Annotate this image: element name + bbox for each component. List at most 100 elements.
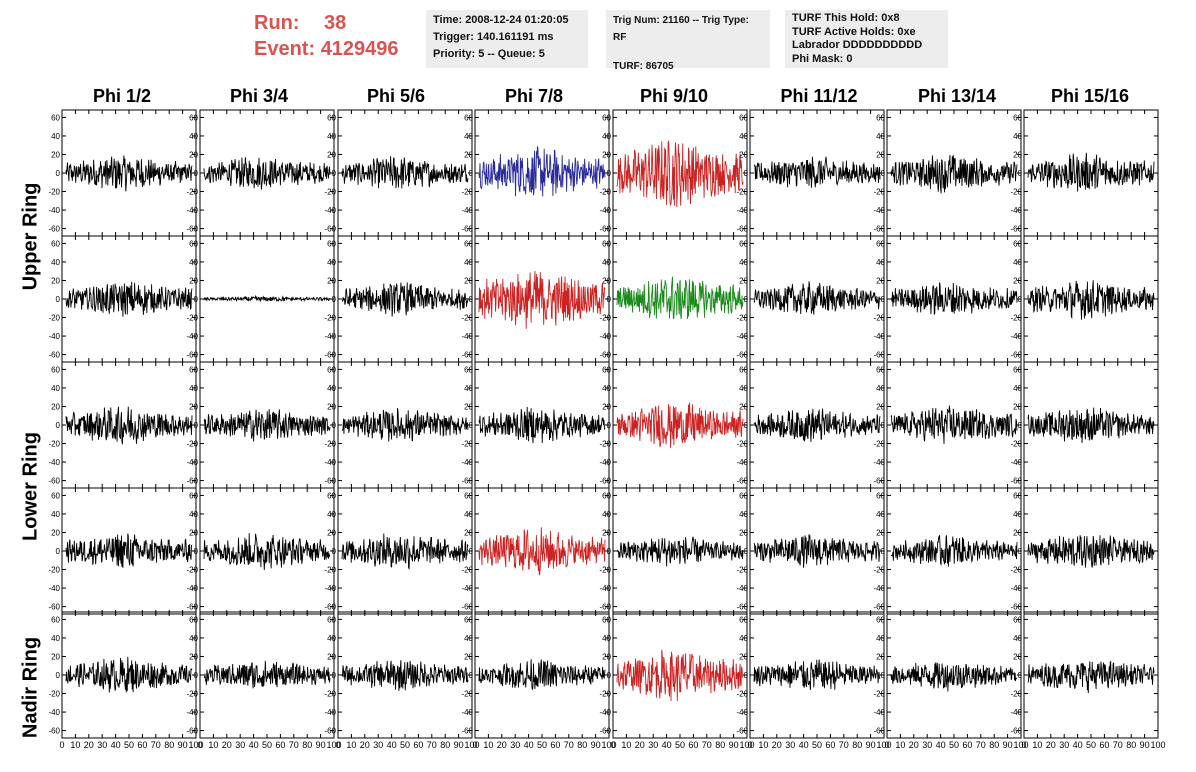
waveform-panel-r0-c0: 60 40 20 0 -20 -40 -60	[48, 109, 197, 237]
y-tick-label: 40	[51, 384, 60, 393]
trigger-text: Trigger: 140.161191 ms	[433, 31, 554, 43]
y-tick-label: -40	[461, 332, 473, 341]
y-tick-label: 20	[1013, 528, 1022, 537]
turf-active-text: TURF Active Holds: 0xe	[792, 25, 916, 38]
y-tick-label: -40	[324, 206, 336, 215]
y-tick-label: 0	[194, 295, 199, 304]
x-tick-label: 40	[111, 740, 121, 750]
y-tick-label: 20	[602, 402, 611, 411]
y-tick-label: 0	[881, 169, 886, 178]
y-tick-label: -20	[324, 188, 336, 197]
y-tick-label: 40	[51, 132, 60, 141]
y-tick-label: 20	[1013, 276, 1022, 285]
x-tick-label: 100	[739, 740, 754, 750]
y-tick-label: 40	[189, 384, 198, 393]
waveform-trace	[753, 408, 881, 442]
column-label-phi-1-2: Phi 1/2	[92, 86, 152, 106]
turf-text: TURF: 86705	[613, 61, 674, 72]
y-tick-label: 0	[607, 671, 612, 680]
x-tick-label: 0	[472, 740, 477, 750]
y-tick-label: 40	[189, 258, 198, 267]
y-tick-label: 40	[602, 132, 611, 141]
y-tick-label: 40	[464, 132, 473, 141]
phi-mask-text: Phi Mask: 0	[792, 52, 853, 65]
y-tick-label: 40	[1013, 510, 1022, 519]
y-tick-label: -60	[599, 351, 611, 360]
y-tick-label: 60	[51, 615, 60, 624]
waveform-panel-r2-c4: 60 40 20 0 -20 -40 -60	[599, 361, 748, 489]
y-tick-label: -20	[186, 314, 198, 323]
y-tick-label: 20	[464, 528, 473, 537]
x-tick-label: 70	[976, 740, 986, 750]
x-tick-label: 20	[84, 740, 94, 750]
waveform-trace	[753, 156, 881, 188]
y-tick-label: 40	[464, 634, 473, 643]
y-tick-label: 60	[602, 615, 611, 624]
y-tick-label: 40	[876, 510, 885, 519]
y-tick-label: 20	[464, 402, 473, 411]
y-tick-label: -20	[186, 566, 198, 575]
y-tick-label: 20	[327, 276, 336, 285]
y-tick-label: -40	[736, 206, 748, 215]
y-tick-label: 20	[51, 528, 60, 537]
waveform-panel-r2-c0: 60 40 20 0 -20 -40 -60	[48, 361, 197, 489]
waveform-trace	[341, 660, 469, 691]
x-tick-label: 20	[360, 740, 370, 750]
x-tick-label: 30	[235, 740, 245, 750]
y-tick-label: 20	[876, 528, 885, 537]
y-tick-label: 60	[327, 615, 336, 624]
y-tick-label: -60	[599, 477, 611, 486]
x-tick-label: 100	[1013, 740, 1028, 750]
waveform-trace	[616, 536, 744, 567]
waveform-panel-r3-c5: 60 40 20 0 -20 -40 -60	[736, 487, 885, 615]
x-tick-label: 20	[222, 740, 232, 750]
y-tick-label: 0	[194, 421, 199, 430]
y-tick-label: -40	[599, 332, 611, 341]
y-tick-label: 20	[464, 150, 473, 159]
y-tick-label: -20	[873, 440, 885, 449]
y-tick-label: 0	[194, 169, 199, 178]
x-tick-label: 90	[178, 740, 188, 750]
y-tick-label: 40	[739, 384, 748, 393]
y-tick-label: -40	[873, 584, 885, 593]
y-tick-label: 40	[189, 132, 198, 141]
y-tick-label: -40	[186, 332, 198, 341]
trig-info-box: Trig Num: 21160 -- Trig Type: RF TURF: 8…	[606, 10, 770, 72]
column-label-phi-3-4: Phi 3/4	[229, 86, 289, 106]
y-tick-label: 60	[464, 239, 473, 248]
turf-info-box: TURF This Hold: 0x8 TURF Active Holds: 0…	[785, 10, 948, 68]
x-tick-label: 90	[591, 740, 601, 750]
x-tick-label: 100	[601, 740, 616, 750]
y-tick-label: 60	[602, 365, 611, 374]
y-tick-label: -40	[461, 708, 473, 717]
y-tick-label: -60	[873, 351, 885, 360]
waveform-panel-r3-c3: 60 40 20 0 -20 -40 -60	[461, 487, 610, 615]
y-tick-label: 0	[332, 671, 337, 680]
x-tick-label: 100	[464, 740, 479, 750]
y-tick-label: 40	[464, 510, 473, 519]
waveform-trace	[890, 535, 1018, 567]
x-tick-label: 10	[208, 740, 218, 750]
y-tick-label: 0	[56, 169, 61, 178]
run-label: Run:	[254, 12, 300, 34]
y-tick-label: 40	[876, 132, 885, 141]
y-tick-label: 60	[602, 113, 611, 122]
x-tick-label: 90	[729, 740, 739, 750]
x-tick-label: 70	[289, 740, 299, 750]
y-tick-label: 20	[876, 652, 885, 661]
y-tick-label: 0	[744, 421, 749, 430]
waveform-trace	[890, 405, 1018, 444]
y-tick-label: 0	[56, 671, 61, 680]
y-tick-label: -40	[1010, 458, 1022, 467]
y-tick-label: 40	[876, 258, 885, 267]
y-tick-label: 20	[464, 276, 473, 285]
x-tick-label: 50	[812, 740, 822, 750]
y-tick-label: -60	[186, 351, 198, 360]
x-tick-label: 50	[537, 740, 547, 750]
waveform-trace	[1027, 660, 1155, 694]
y-tick-label: -20	[461, 690, 473, 699]
y-tick-label: -60	[186, 225, 198, 234]
column-label-phi-7-8: Phi 7/8	[504, 86, 564, 106]
